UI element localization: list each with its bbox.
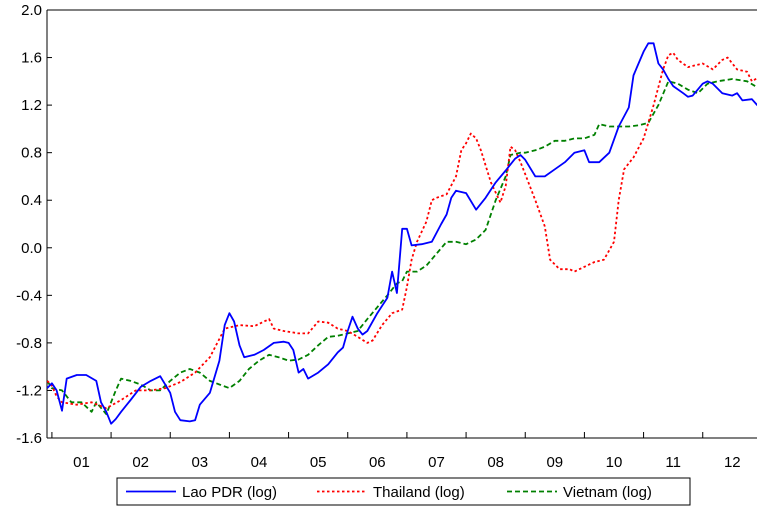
x-tick-label: 03 [191,454,208,471]
y-tick-label: -0.8 [16,335,42,352]
y-tick-label: 1.6 [21,50,42,67]
x-tick-label: 01 [73,454,90,471]
x-tick-label: 07 [428,454,445,471]
y-tick-label: 0.4 [21,192,42,209]
series-layer [47,42,757,425]
legend-label: Vietnam (log) [563,484,652,501]
legend-label: Thailand (log) [373,484,465,501]
x-axis: 01 02 03 04 05 06 07 08 09 10 11 12 [51,432,741,471]
y-tick-label: -1.6 [16,430,42,447]
y-tick-label: 1.2 [21,97,42,114]
series-line-lao [47,42,757,425]
legend: Lao PDR (log) Thailand (log) Vietnam (log) [116,477,691,506]
x-tick-label: 11 [665,454,681,471]
x-tick-label: 02 [132,454,149,471]
y-tick-label: -0.4 [16,287,42,304]
y-tick-label: 2.0 [21,2,42,19]
x-tick-label: 04 [251,454,268,471]
x-tick-label: 06 [369,454,386,471]
x-tick-label: 08 [487,454,504,471]
y-tick-label: 0.0 [21,240,42,257]
y-tick-label: 0.8 [21,145,42,162]
y-tick-label: -1.2 [16,382,42,399]
x-tick-label: 05 [310,454,327,471]
legend-label: Lao PDR (log) [182,484,277,501]
x-tick-label: 10 [606,454,623,471]
plot-frame [46,9,757,439]
y-axis: 2.0 1.6 1.2 0.8 0.4 0.0 -0.4 -0.8 -1.2 -1.6 [16,2,52,447]
x-tick-label: 09 [546,454,563,471]
series-line-vietnam [47,78,757,416]
legend-box [116,477,691,506]
series-line-thailand [47,51,757,410]
x-tick-label: 12 [724,454,741,471]
